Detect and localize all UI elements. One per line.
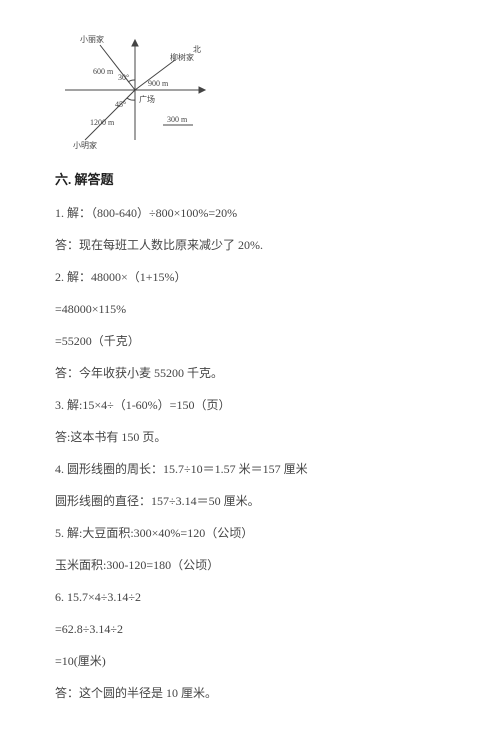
answer-line: =48000×115%: [55, 300, 450, 318]
answer-line: 答：这个圆的半径是 10 厘米。: [55, 684, 450, 702]
map-diagram: 小丽家 600 m 900 m 柳树家 北 广场 300 m 1200 m 小明…: [55, 30, 215, 150]
answer-line: =55200（千克）: [55, 332, 450, 350]
answer-line: =62.8÷3.14÷2: [55, 620, 450, 638]
answer-line: 1. 解：（800-640）÷800×100%=20%: [55, 204, 450, 222]
label-scale: 300 m: [167, 115, 188, 124]
answer-line: 5. 解:大豆面积:300×40%=120（公顷）: [55, 524, 450, 542]
label-angle30: 30°: [118, 73, 129, 82]
label-angle45: 45°: [115, 100, 126, 109]
answer-line: 圆形线圈的直径：157÷3.14＝50 厘米。: [55, 492, 450, 510]
section-title: 六. 解答题: [55, 170, 450, 190]
label-center: 广场: [139, 94, 155, 104]
label-right-name: 柳树家: [170, 52, 194, 62]
answer-line: 答：现在每班工人数比原来减少了 20%.: [55, 236, 450, 254]
answer-line: =10(厘米): [55, 652, 450, 670]
label-top-left: 小丽家: [80, 34, 104, 44]
answer-line: 答:这本书有 150 页。: [55, 428, 450, 446]
answer-line: 6. 15.7×4÷3.14÷2: [55, 588, 450, 606]
answer-line: 4. 圆形线圈的周长：15.7÷10＝1.57 米＝157 厘米: [55, 460, 450, 478]
answer-line: 答：今年收获小麦 55200 千克。: [55, 364, 450, 382]
answer-line: 3. 解:15×4÷（1-60%）=150（页）: [55, 396, 450, 414]
label-north: 北: [193, 45, 201, 54]
label-600m: 600 m: [93, 67, 114, 76]
diagram-svg: 小丽家 600 m 900 m 柳树家 北 广场 300 m 1200 m 小明…: [55, 30, 215, 150]
answer-line: 2. 解：48000×（1+15%）: [55, 268, 450, 286]
label-1200m: 1200 m: [90, 118, 115, 127]
answer-line: 玉米面积:300-120=180（公顷）: [55, 556, 450, 574]
label-bottom-name: 小明家: [73, 140, 97, 150]
label-900m: 900 m: [148, 79, 169, 88]
page-content: 小丽家 600 m 900 m 柳树家 北 广场 300 m 1200 m 小明…: [0, 0, 500, 746]
